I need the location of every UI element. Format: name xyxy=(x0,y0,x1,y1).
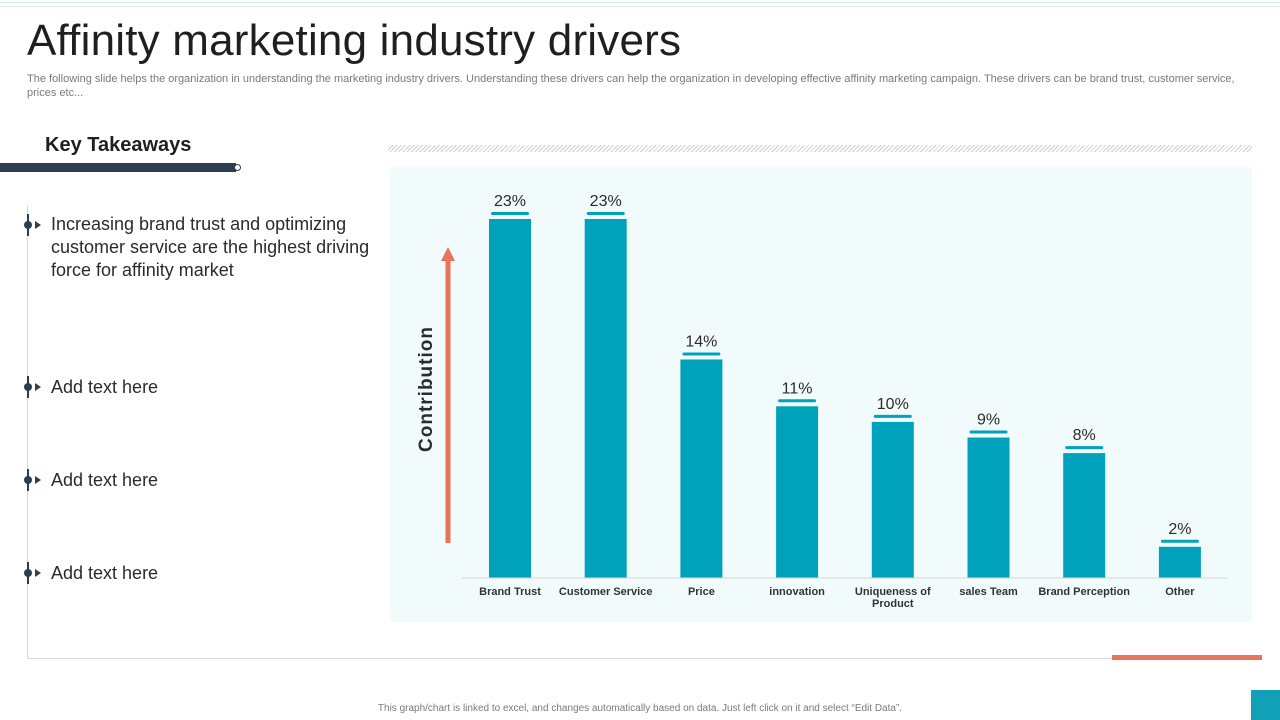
bar-cap-2 xyxy=(682,352,721,356)
category-label-4: Uniqueness of Product xyxy=(855,586,931,610)
chart-panel xyxy=(390,167,1252,622)
key-takeaways-heading: Key Takeaways xyxy=(45,134,192,156)
timeline-bottom-line xyxy=(27,658,1112,659)
bar-6 xyxy=(1063,453,1106,578)
accent-bar xyxy=(1112,655,1262,660)
footer-note: This graph/chart is linked to excel, and… xyxy=(377,703,903,714)
bar-cap-0 xyxy=(491,212,529,215)
key-takeaways-bar-end-dot xyxy=(234,164,241,171)
bar-cap-1 xyxy=(586,212,625,215)
contribution-arrow xyxy=(441,247,455,543)
bullet-marker-icon xyxy=(23,469,43,491)
data-label-7: 2% xyxy=(1168,521,1191,538)
bar-1 xyxy=(584,219,627,578)
takeaway-item-3: Add text here xyxy=(51,470,159,490)
bar-cap-5 xyxy=(969,430,1008,434)
chart-hatch-divider xyxy=(388,145,1252,152)
bar-cap-4 xyxy=(873,414,912,418)
data-label-6: 8% xyxy=(1073,427,1096,444)
corner-accent-square xyxy=(1251,690,1280,720)
bar-3 xyxy=(776,406,819,578)
category-label-3: innovation xyxy=(769,586,825,598)
bar-0 xyxy=(489,219,531,578)
data-label-0: 23% xyxy=(494,193,526,210)
data-label-4: 10% xyxy=(877,396,909,413)
data-label-5: 9% xyxy=(977,412,1000,429)
bar-5 xyxy=(967,437,1010,578)
slide-title: Affinity marketing industry drivers xyxy=(27,16,682,65)
bar-cap-7 xyxy=(1160,539,1199,543)
bar-cap-6 xyxy=(1065,446,1104,450)
bar-2 xyxy=(680,359,723,578)
takeaway-item-1: Increasing brand trust and optimizing cu… xyxy=(51,214,370,280)
bar-7 xyxy=(1158,546,1201,578)
top-rule-secondary xyxy=(0,6,1280,7)
bar-4 xyxy=(871,421,914,578)
y-axis-label: Contribution xyxy=(416,326,437,452)
bullet-marker-icon xyxy=(23,562,43,584)
category-label-7: Other xyxy=(1165,586,1195,598)
key-takeaways-bar xyxy=(0,163,236,172)
timeline-vertical-line xyxy=(27,205,28,659)
category-label-5: sales Team xyxy=(959,586,1018,598)
data-label-1: 23% xyxy=(590,193,622,210)
takeaway-item-4: Add text here xyxy=(51,563,159,583)
category-label-1: Customer Service xyxy=(559,586,653,598)
bullet-marker-icon xyxy=(23,214,43,236)
bar-cap-3 xyxy=(778,399,817,403)
takeaway-item-2: Add text here xyxy=(51,377,159,397)
slide-subtitle: The following slide helps the organizati… xyxy=(27,73,1235,99)
data-label-3: 11% xyxy=(782,380,813,397)
data-label-2: 14% xyxy=(685,333,717,350)
category-label-0: Brand Trust xyxy=(479,586,541,598)
bullet-marker-icon xyxy=(23,376,43,398)
bar-chart: 23% Brand Trust 23% Customer Service 14% Pric… xyxy=(416,193,1228,610)
category-label-6: Brand Perception xyxy=(1038,586,1130,598)
top-rule xyxy=(0,2,1280,3)
category-label-2: Price xyxy=(688,586,715,598)
